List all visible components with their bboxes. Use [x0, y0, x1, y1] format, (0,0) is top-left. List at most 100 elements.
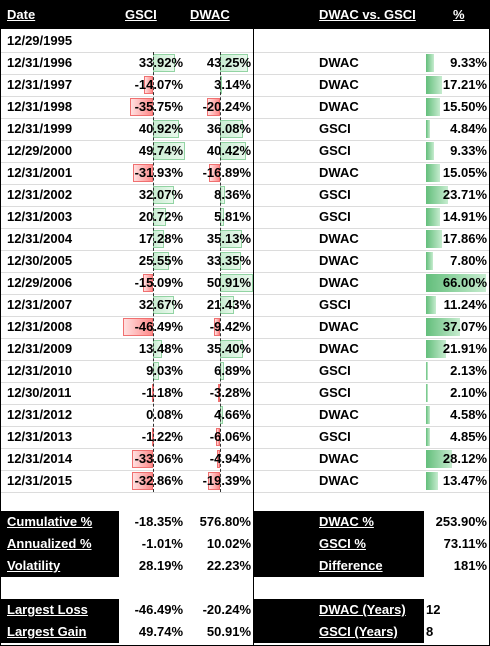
gsci-cell: 0.08%	[146, 407, 183, 422]
summary-row[interactable]: Largest Loss -46.49% -20.24% DWAC (Years) 12	[1, 599, 489, 621]
table-row[interactable]: 12/31/2001 -31.93% -16.89% DWAC 15.05%	[1, 162, 489, 184]
summary-right-value: 73.11%	[443, 536, 487, 551]
gsci-cell: 32.67%	[138, 297, 183, 312]
dwac-header[interactable]: DWAC	[190, 7, 230, 22]
summary-row[interactable]: Cumulative % -18.35% 576.80% DWAC % 253.90%	[1, 511, 489, 533]
gsci-bar	[143, 274, 153, 292]
summary-right-value: 181%	[453, 558, 487, 573]
winner-cell: GSCI	[319, 363, 351, 378]
right-label-block	[254, 555, 424, 577]
table-row[interactable]: 12/30/2005 25.55% 33.35% DWAC 7.80%	[1, 250, 489, 272]
date-cell: 12/31/2007	[7, 297, 73, 312]
difference-cell: 4.84%	[450, 121, 487, 136]
table-row[interactable]: 12/30/2011 -1.18% -3.28% GSCI 2.10%	[1, 382, 489, 404]
dwac-cell: 50.91%	[206, 275, 251, 290]
summary-label: Volatility	[7, 558, 61, 573]
table-row[interactable]: 12/29/2006 -15.09% 50.91% DWAC 66.00%	[1, 272, 489, 294]
comparison-header[interactable]: DWAC vs. GSCI	[319, 7, 416, 22]
label-block	[1, 511, 119, 533]
gsci-bar	[132, 164, 153, 182]
table-row[interactable]: 12/31/2004 17.28% 35.13% DWAC 17.86%	[1, 228, 489, 250]
winner-cell: DWAC	[319, 341, 359, 356]
row-gridline	[1, 492, 489, 493]
start-date-row: 12/29/1995	[1, 30, 489, 52]
difference-cell: 15.05%	[442, 165, 487, 180]
table-row[interactable]: 12/31/2015 -32.86% -19.39% DWAC 13.47%	[1, 470, 489, 492]
table-row[interactable]: 12/31/2014 -33.06% -4.94% DWAC 28.12%	[1, 448, 489, 470]
winner-cell: DWAC	[319, 231, 359, 246]
winner-cell: DWAC	[319, 275, 359, 290]
table-row[interactable]: 12/31/2012 0.08% 4.66% DWAC 4.58%	[1, 404, 489, 426]
row-gridline	[1, 316, 489, 317]
table-row[interactable]: 12/31/1997 -14.07% 3.14% DWAC 17.21%	[1, 74, 489, 96]
summary-label: Largest Gain	[7, 624, 87, 639]
dwac-bar	[207, 472, 220, 490]
difference-bar	[426, 318, 460, 336]
row-gridline	[1, 184, 489, 185]
gsci-cell: -46.49%	[134, 319, 183, 334]
dwac-cell: 21.43%	[206, 297, 251, 312]
table-row[interactable]: 12/31/2008 -46.49% -9.42% DWAC 37.07%	[1, 316, 489, 338]
gsci-cell: -32.86%	[134, 473, 183, 488]
table-row[interactable]: 12/31/2002 32.07% 8.36% GSCI 23.71%	[1, 184, 489, 206]
row-gridline	[1, 96, 489, 97]
table-row[interactable]: 12/31/1999 40.92% 36.08% GSCI 4.84%	[1, 118, 489, 140]
difference-cell: 23.71%	[442, 187, 487, 202]
winner-cell: DWAC	[319, 165, 359, 180]
table-row[interactable]: 12/31/1996 33.92% 43.25% DWAC 9.33%	[1, 52, 489, 74]
difference-bar	[426, 340, 446, 358]
row-gridline	[1, 228, 489, 229]
table-row[interactable]: 12/31/1998 -35.75% -20.24% DWAC 15.50%	[1, 96, 489, 118]
date-cell: 12/31/2012	[7, 407, 73, 422]
summary-row[interactable]: Annualized % -1.01% 10.02% GSCI % 73.11%	[1, 533, 489, 555]
difference-bar	[426, 450, 452, 468]
dwac-cell: 43.25%	[206, 55, 251, 70]
difference-bar	[426, 230, 443, 248]
date-cell: 12/31/2009	[7, 341, 73, 356]
date-cell: 12/31/2014	[7, 451, 73, 466]
table-row[interactable]: 12/31/2009 13.48% 35.40% DWAC 21.91%	[1, 338, 489, 360]
winner-cell: GSCI	[319, 297, 351, 312]
label-block	[1, 599, 119, 621]
difference-cell: 21.91%	[442, 341, 487, 356]
summary-row[interactable]: Largest Gain 49.74% 50.91% GSCI (Years) 8	[1, 621, 489, 643]
right-label-block	[254, 533, 424, 555]
row-gridline	[1, 382, 489, 383]
difference-bar	[426, 472, 439, 490]
difference-cell: 2.10%	[450, 385, 487, 400]
percent-header[interactable]: %	[453, 7, 465, 22]
difference-cell: 4.85%	[450, 429, 487, 444]
label-block	[1, 533, 119, 555]
table-row[interactable]: 12/31/2010 9.03% 6.89% GSCI 2.13%	[1, 360, 489, 382]
difference-cell: 2.13%	[450, 363, 487, 378]
row-gridline	[1, 272, 489, 273]
gsci-cell: -35.75%	[134, 99, 183, 114]
difference-cell: 66.00%	[442, 275, 487, 290]
winner-cell: DWAC	[319, 99, 359, 114]
dwac-cell: -20.24%	[202, 99, 251, 114]
dwac-bar	[207, 98, 220, 116]
dwac-bar	[217, 384, 220, 402]
gsci-bar	[131, 472, 153, 490]
date-header[interactable]: Date	[7, 7, 36, 22]
table-row[interactable]: 12/31/2007 32.67% 21.43% GSCI 11.24%	[1, 294, 489, 316]
dwac-cell: -9.42%	[209, 319, 251, 334]
date-cell: 12/31/2001	[7, 165, 73, 180]
table-row[interactable]: 12/29/2000 49.74% 40.42% GSCI 9.33%	[1, 140, 489, 162]
summary-row[interactable]: Volatility 28.19% 22.23% Difference 181%	[1, 555, 489, 577]
right-label-block	[254, 599, 424, 621]
dwac-cell: 35.40%	[206, 341, 251, 356]
gsci-bar	[131, 450, 153, 468]
difference-cell: 14.91%	[442, 209, 487, 224]
summary-label: Cumulative %	[7, 514, 93, 529]
row-gridline	[1, 52, 489, 53]
table-row[interactable]: 12/31/2013 -1.22% -6.06% GSCI 4.85%	[1, 426, 489, 448]
gsci-cell: 25.55%	[138, 253, 183, 268]
difference-cell: 7.80%	[450, 253, 487, 268]
gsci-header[interactable]: GSCI	[125, 7, 157, 22]
difference-cell: 37.07%	[442, 319, 487, 334]
dwac-cell: 36.08%	[206, 121, 251, 136]
table-row[interactable]: 12/31/2003 20.72% 5.81% GSCI 14.91%	[1, 206, 489, 228]
summary-right-label: DWAC %	[319, 514, 374, 529]
